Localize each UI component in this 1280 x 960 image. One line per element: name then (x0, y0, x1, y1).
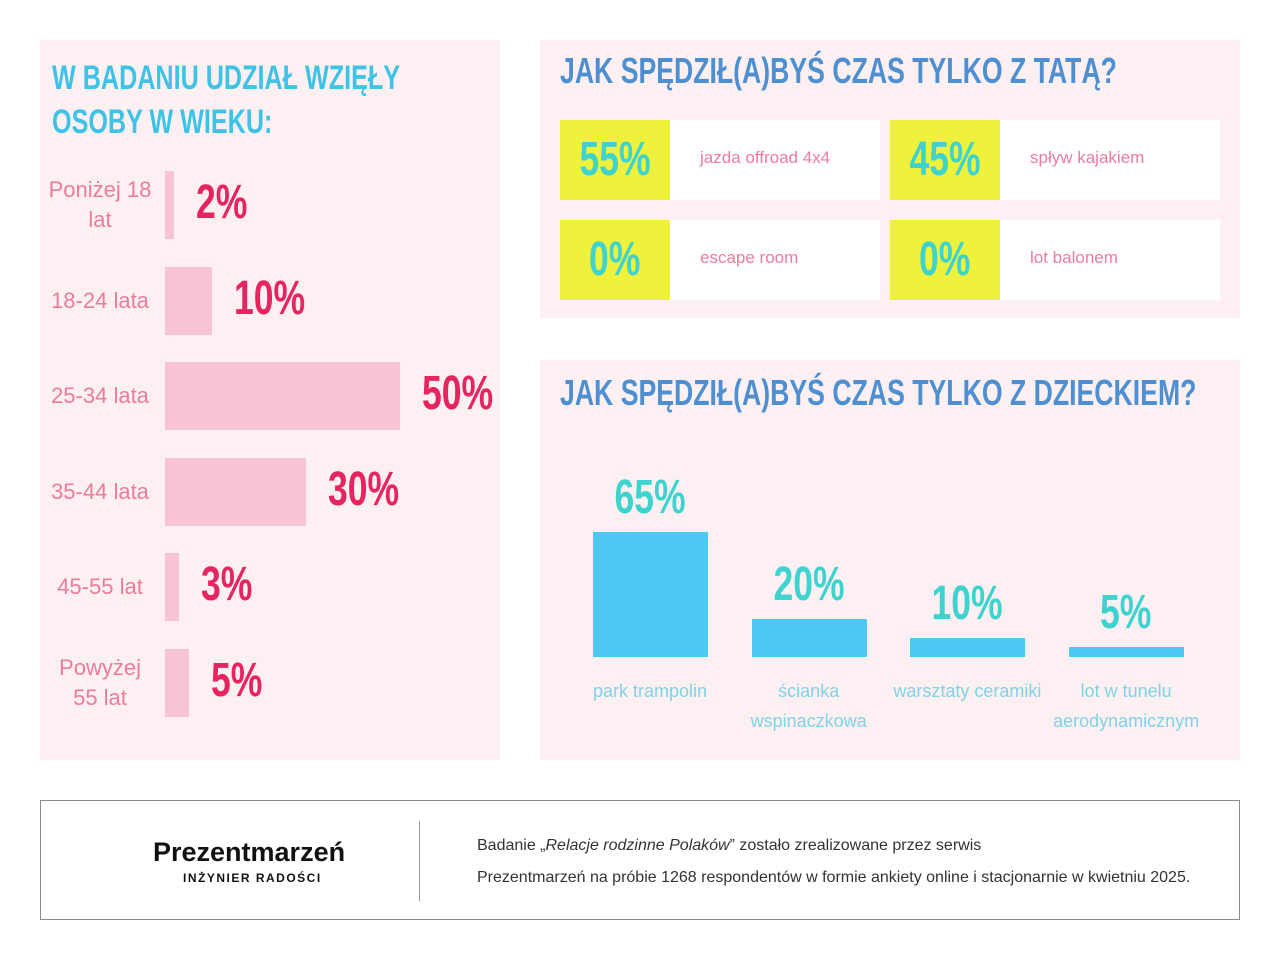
value-label-wrap: 10% (887, 576, 1047, 631)
bar (165, 649, 189, 717)
category-label: spływ kajakiem (1030, 148, 1145, 167)
value-label-wrap: 0% (890, 232, 1000, 287)
bar (910, 637, 1026, 657)
category-label: ścianka wspinaczkowa (750, 681, 867, 731)
value-label: 10% (234, 271, 306, 325)
dad-title-wrap: JAK SPĘDZIŁ(A)BYŚ CZAS TYLKO Z TATĄ? (560, 50, 1280, 92)
category-label: 35-44 lata (51, 478, 149, 504)
note-start: Badanie „ (477, 837, 546, 854)
value-label: 50% (422, 367, 494, 421)
note-line2: Prezentmarzeń na próbie 1268 respondentó… (477, 869, 1191, 886)
value-label: 45% (909, 133, 981, 186)
tile-value-box (890, 220, 1000, 300)
value-label-wrap: 55% (560, 132, 670, 187)
tagline: INŻYNIER RADOŚCI (183, 871, 322, 885)
child-title: JAK SPĘDZIŁ(A)BYŚ CZAS TYLKO Z DZIECKIEM… (560, 372, 1197, 413)
note: Badanie „Relacje rodzinne Polaków” zosta… (477, 837, 981, 855)
footer: Prezentmarzeń INŻYNIER RADOŚCI Badanie „… (40, 800, 1240, 920)
child-title-wrap: JAK SPĘDZIŁ(A)BYŚ CZAS TYLKO Z DZIECKIEM… (560, 372, 1280, 414)
category-label: Poniżej 18 lat (48, 177, 152, 232)
value-label-wrap: 20% (729, 557, 889, 612)
value-label-wrap: 30% (328, 462, 424, 517)
note-end: ” zostało zrealizowane przez serwis (729, 837, 982, 854)
value-label: 5% (1100, 586, 1152, 640)
value-label-wrap: 5% (1046, 585, 1206, 640)
tile (1000, 220, 1220, 300)
bar (165, 457, 306, 526)
bar (751, 618, 867, 657)
tile (1000, 120, 1220, 200)
category-label: 25-34 lata (51, 383, 149, 409)
category-label: park trampolin (592, 681, 708, 701)
note-title: Relacje rodzinne Polaków (545, 837, 730, 854)
value-label-wrap: 2% (196, 175, 265, 230)
category-label: 45-55 lat (57, 574, 143, 600)
tile-value-box (890, 120, 1000, 200)
dad-title: JAK SPĘDZIŁ(A)BYŚ CZAS TYLKO Z TATĄ? (560, 50, 1117, 91)
value-label-wrap: 3% (201, 557, 270, 612)
bar (165, 553, 180, 622)
category-label: Powyżej 55 lat (59, 655, 141, 710)
logo: Prezentmarzeń (153, 837, 346, 867)
value-label: 65% (614, 471, 686, 524)
divider (419, 821, 420, 901)
category-label: lot balonem (1030, 248, 1118, 267)
value-label: 5% (210, 654, 262, 707)
bar (165, 171, 175, 239)
bar (165, 266, 212, 335)
tile-value-box (560, 120, 670, 200)
bar (1069, 647, 1185, 657)
value-label-wrap: 65% (570, 470, 730, 525)
category-label: 18-24 lata (51, 287, 149, 313)
value-label-wrap: 0% (560, 232, 670, 287)
value-label: 2% (196, 176, 248, 229)
value-label: 55% (579, 133, 651, 186)
age-title: W BADANIU UDZIAŁ WZIĘŁY OSOBY W WIEKU: (52, 59, 400, 141)
bar (593, 532, 708, 657)
category-label: jazda offroad 4x4 (700, 148, 831, 167)
value-label: 0% (589, 233, 641, 286)
value-label-wrap: 10% (234, 271, 330, 326)
value-label: 10% (931, 576, 1003, 630)
category-label: warsztaty ceramiki (893, 681, 1042, 701)
category-label: escape room (700, 248, 799, 267)
tile (670, 220, 880, 300)
bar (165, 362, 400, 431)
tile-value-box (560, 220, 670, 300)
category-label: lot w tunelu aerodynamicznym (1053, 681, 1200, 731)
value-label-wrap: 5% (211, 653, 280, 708)
value-label: 30% (328, 462, 400, 516)
value-label-wrap: 50% (422, 366, 518, 421)
value-label: 20% (773, 557, 845, 611)
tile (670, 120, 880, 200)
value-label-wrap: 45% (890, 132, 1000, 187)
value-label: 0% (919, 233, 971, 286)
value-label: 3% (201, 558, 253, 612)
